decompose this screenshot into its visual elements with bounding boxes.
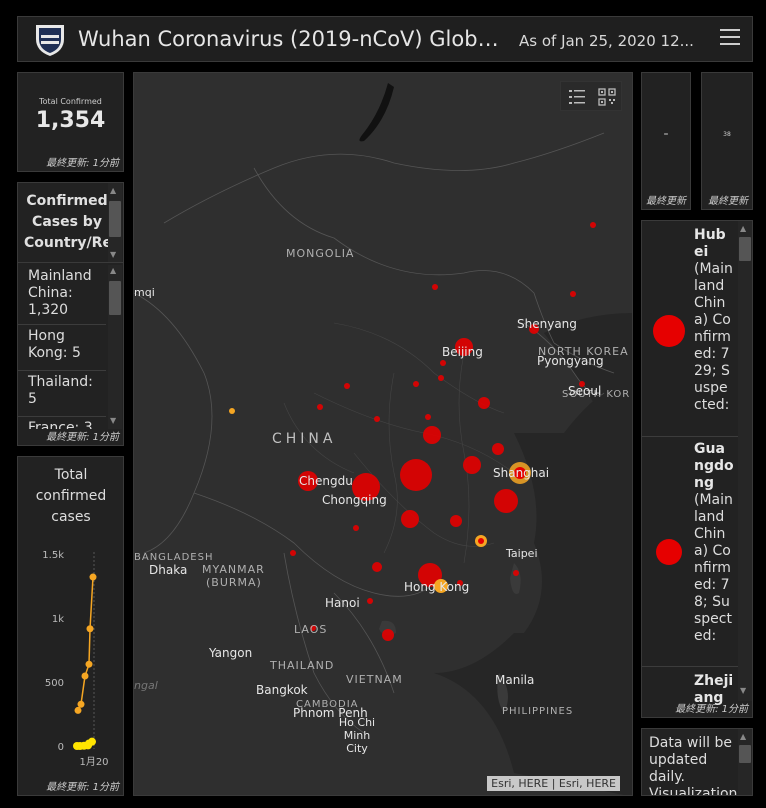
total-cases-chart-panel: Total confirmed cases 0 500 1k 1.5k 1月20 最終更… (17, 456, 124, 796)
map-label-urumqi: mqi (134, 286, 155, 299)
list-item[interactable]: Thailand: 5 (18, 371, 106, 417)
data-point[interactable] (85, 660, 93, 668)
map-view[interactable]: MONGOLIA CHINA NORTH KOREA SOUTH KOR MYA… (133, 72, 633, 796)
last-updated: 最終更新 (646, 196, 686, 207)
country-list-panel: Confirmed Cases by Country/Region ▲ ▼ Ma… (17, 182, 124, 446)
data-point[interactable] (88, 737, 96, 746)
y-tick-label: 1k (52, 614, 64, 625)
data-point[interactable] (74, 706, 82, 714)
region-scrollbar[interactable]: ▲ ▼ (738, 221, 752, 701)
info-text: Data will be updated daily. Visualizatio… (649, 735, 738, 796)
map-label-taipei: Taipei (506, 547, 538, 560)
shield-logo-icon (36, 25, 64, 56)
map-label-mongolia: MONGOLIA (286, 247, 355, 260)
header-scrollbar[interactable]: ▲ ▼ (108, 183, 122, 262)
region-name: Guangdong (694, 441, 734, 491)
last-updated: 最終更新: 1分前 (46, 158, 119, 169)
map-label-hanoi: Hanoi (325, 596, 360, 610)
y-tick-label: 0 (58, 742, 64, 753)
region-detail: (Mainland China) Confirmed: 729; Suspect… (694, 261, 733, 413)
region-list-panel: Hubei (Mainland China) Confirmed: 729; Su… (641, 220, 753, 718)
last-updated: 最終更新 (708, 196, 748, 207)
info-scrollbar[interactable]: ▲ (738, 729, 752, 795)
map-attribution: Esri, HERE | Esri, HERE (487, 776, 620, 791)
case-markers (229, 222, 596, 641)
map-label-shanghai: Shanghai (493, 466, 550, 480)
total-confirmed-value: 1,354 (35, 108, 106, 133)
map-label-ho-chi-minh: Ho Chi Minh City (338, 716, 376, 755)
app-header: Wuhan Coronavirus (2019-nCoV) Global C..… (17, 16, 753, 62)
map-label-myanmar-sub: (BURMA) (206, 576, 262, 589)
map-label-pyongyang: Pyongyang (537, 354, 604, 368)
map-label-vietnam: VIETNAM (346, 673, 403, 686)
app-title: Wuhan Coronavirus (2019-nCoV) Global C..… (78, 27, 508, 51)
region-name: Zhejiang (694, 673, 734, 706)
list-item[interactable]: France: 3 (18, 417, 106, 429)
y-tick-label: 500 (45, 678, 64, 689)
map-label-chengdu: Chengdu (299, 474, 353, 488)
map-label-myanmar: MYANMAR (202, 563, 265, 576)
map-label-bangkok: Bangkok (256, 683, 308, 697)
x-tick-label: 1月20 (79, 756, 108, 768)
chart-svg: 0 500 1k 1.5k 1月20 (42, 550, 108, 768)
country-list-title: Confirmed Cases by Country/Region (24, 193, 123, 251)
map-label-hong-kong: Hong Kong (404, 580, 470, 594)
list-item[interactable]: Zhejiang (642, 667, 738, 707)
small-stat-panel-1: = 最終更新 (641, 72, 691, 210)
map-label-south-korea: SOUTH KOR (562, 389, 631, 400)
as-of-date: As of Jan 25, 2020 12... (519, 32, 694, 50)
case-dot (653, 315, 685, 347)
map-label-thailand: THAILAND (270, 659, 335, 672)
map-base (134, 73, 632, 795)
map-label-beijing: Beijing (442, 345, 483, 359)
chart-title: Total confirmed cases (35, 467, 107, 525)
data-point[interactable] (77, 700, 85, 708)
series-line (77, 576, 94, 711)
y-tick-label: 1.5k (42, 550, 64, 561)
last-updated: 最終更新: 1分前 (675, 704, 748, 715)
small-stat-value: 38 (723, 131, 731, 138)
total-confirmed-panel: Total Confirmed 1,354 最終更新: 1分前 (17, 72, 124, 172)
qr-code-icon[interactable] (598, 88, 616, 106)
list-icon[interactable] (568, 88, 586, 106)
list-item[interactable]: Hubei (Mainland China) Confirmed: 729; Su… (642, 221, 738, 437)
data-point[interactable] (86, 625, 94, 633)
case-dot (656, 539, 682, 565)
map-label-bengal: ngal (134, 679, 158, 692)
last-updated: 最終更新: 1分前 (46, 432, 119, 443)
data-point[interactable] (81, 672, 89, 680)
map-label-north-korea: NORTH KOREA (538, 345, 629, 358)
list-item[interactable]: Mainland China: 1,320 (18, 265, 106, 325)
list-item[interactable]: Hong Kong: 5 (18, 325, 106, 371)
map-label-manila: Manila (495, 673, 535, 687)
region-name: Hubei (694, 227, 726, 260)
region-detail: (Mainland China) Confirmed: 78; Suspecte… (694, 492, 733, 644)
map-label-dhaka: Dhaka (149, 563, 188, 577)
map-toolbar (560, 81, 622, 111)
total-confirmed-label: Total Confirmed (39, 97, 102, 106)
map-label-shenyang: Shenyang (517, 317, 577, 331)
map-label-bangladesh: BANGLADESH (134, 552, 214, 563)
map-label-seoul: Seoul (568, 384, 602, 398)
map-label-philippines: PHILIPPINES (502, 706, 574, 717)
list-item[interactable]: Guangdong (Mainland China) Confirmed: 78;… (642, 437, 738, 667)
map-label-chongqing: Chongqing (322, 493, 387, 507)
small-stat-panel-2: 38 最終更新 (701, 72, 753, 210)
country-list-header: Confirmed Cases by Country/Region ▲ ▼ (18, 183, 123, 263)
info-panel: Data will be updated daily. Visualizatio… (641, 728, 753, 796)
country-list: Mainland China: 1,320 Hong Kong: 5 Thaila… (18, 265, 123, 429)
list-scrollbar[interactable]: ▲ ▼ (108, 265, 122, 429)
map-label-phnom-penh: Phnom Penh (293, 706, 368, 720)
map-label-yangon: Yangon (209, 646, 253, 660)
map-label-china: CHINA (272, 431, 337, 447)
small-stat-value: = (663, 131, 669, 138)
hamburger-menu-icon[interactable] (720, 29, 740, 47)
map-label-laos: LAOS (294, 623, 328, 636)
last-updated: 最終更新: 1分前 (46, 782, 119, 793)
data-point[interactable] (89, 573, 97, 581)
map-label-cambodia: CAMBODIA (296, 699, 359, 710)
